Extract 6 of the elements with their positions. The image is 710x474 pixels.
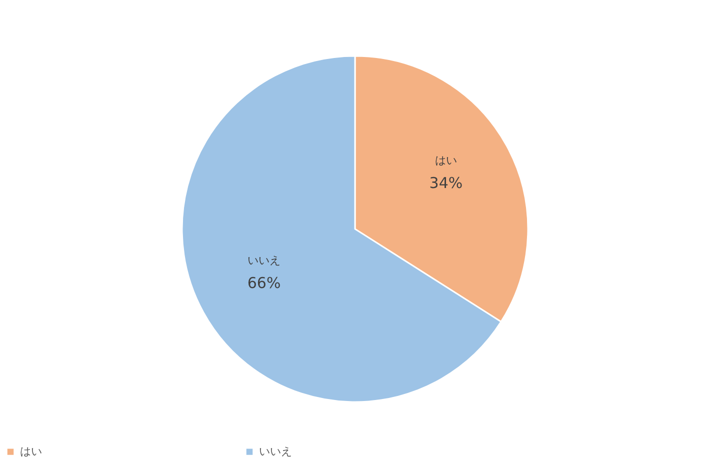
legend-label: いいえ: [259, 444, 292, 458]
data-label: 34%: [429, 174, 463, 192]
legend-label: はい: [20, 444, 42, 458]
slice-label: いいえ: [248, 254, 281, 268]
data-label: 66%: [247, 274, 281, 292]
slice-label: はい: [434, 154, 457, 167]
